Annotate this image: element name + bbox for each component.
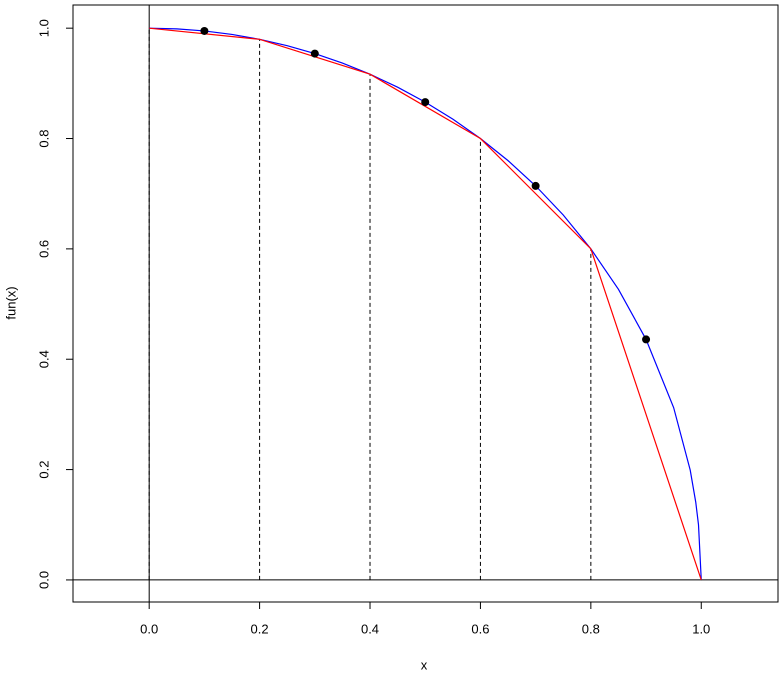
y-tick-label: 0.8 <box>36 129 51 147</box>
point <box>642 335 651 344</box>
x-tick-label: 0.6 <box>471 621 489 636</box>
point <box>531 181 540 190</box>
curve <box>149 27 702 580</box>
x-tick-label: 0.2 <box>251 621 269 636</box>
x-axis-label: x <box>421 657 428 672</box>
point <box>200 26 209 35</box>
x-tick-label: 0.8 <box>582 621 600 636</box>
x-tick-label: 1.0 <box>692 621 710 636</box>
x-tick-label: 0.4 <box>361 621 379 636</box>
y-tick-label: 0.0 <box>36 571 51 589</box>
y-tick-label: 0.6 <box>36 240 51 258</box>
plot-box <box>72 4 779 603</box>
y-axis-label: fun(x) <box>3 286 18 319</box>
x-tick-label: 0.0 <box>140 621 158 636</box>
curve <box>149 27 702 581</box>
y-tick-label: 0.4 <box>36 350 51 368</box>
y-tick-label: 1.0 <box>36 19 51 37</box>
y-tick-label: 0.2 <box>36 461 51 479</box>
point <box>421 98 430 107</box>
point <box>310 49 319 58</box>
